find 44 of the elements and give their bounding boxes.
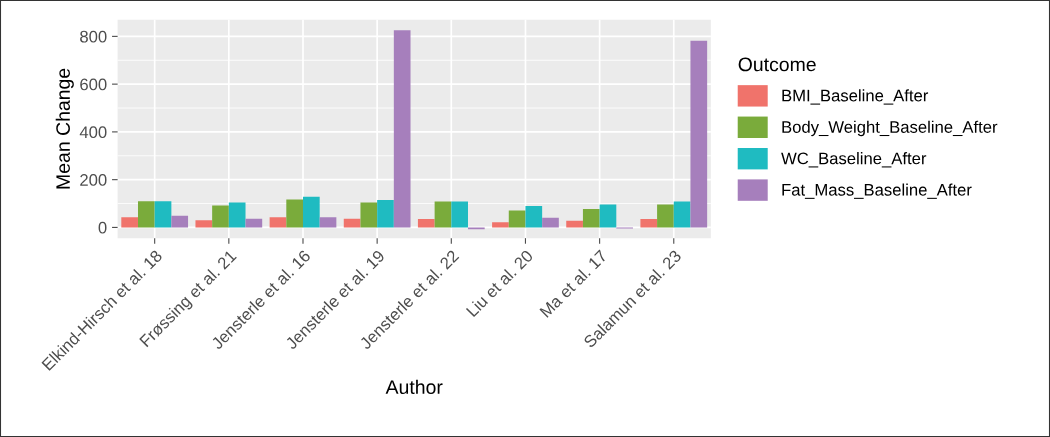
bar bbox=[228, 202, 246, 228]
legend-title: Outcome bbox=[738, 57, 816, 72]
bar bbox=[451, 201, 468, 228]
bar bbox=[690, 40, 708, 228]
bar bbox=[154, 201, 172, 228]
bar bbox=[640, 219, 658, 228]
y-axis-title: Mean Change bbox=[55, 68, 74, 189]
bar bbox=[599, 204, 617, 228]
bar bbox=[492, 222, 509, 228]
y-tick-label: 200 bbox=[80, 174, 107, 186]
y-tick-label: 0 bbox=[98, 221, 107, 234]
x-axis-title: Author bbox=[385, 379, 443, 395]
bar bbox=[525, 205, 543, 228]
bar bbox=[195, 220, 213, 228]
bar bbox=[319, 217, 337, 228]
bar bbox=[343, 218, 361, 228]
bar bbox=[673, 201, 691, 228]
y-tick-label: 800 bbox=[80, 30, 107, 43]
bar bbox=[508, 210, 526, 228]
bar bbox=[377, 199, 394, 228]
x-tick-label: Liu et al. 20 bbox=[465, 249, 534, 318]
bar bbox=[566, 220, 583, 228]
bar bbox=[286, 199, 303, 228]
bar bbox=[434, 201, 452, 228]
legend-label: WC_Baseline_After bbox=[781, 152, 927, 168]
x-tick-label: Ma et al. 17 bbox=[539, 249, 608, 318]
bar bbox=[302, 196, 320, 228]
bar bbox=[582, 209, 600, 228]
y-tick-label: 600 bbox=[80, 78, 107, 91]
bar bbox=[121, 217, 138, 228]
bar bbox=[542, 217, 559, 228]
bar bbox=[417, 219, 435, 228]
y-tick-label: 400 bbox=[79, 126, 107, 139]
legend-label: Fat_Mass_Baseline_After bbox=[782, 183, 972, 199]
bar bbox=[137, 201, 155, 228]
bar bbox=[212, 205, 229, 228]
bar bbox=[171, 215, 189, 228]
bar bbox=[360, 202, 378, 228]
legend-label: Body_Weight_Baseline_After bbox=[782, 120, 998, 137]
bar bbox=[393, 30, 411, 228]
bar bbox=[269, 217, 287, 228]
bar bbox=[657, 204, 674, 228]
legend-label: BMI_Baseline_After bbox=[782, 89, 929, 105]
bar bbox=[245, 218, 263, 228]
